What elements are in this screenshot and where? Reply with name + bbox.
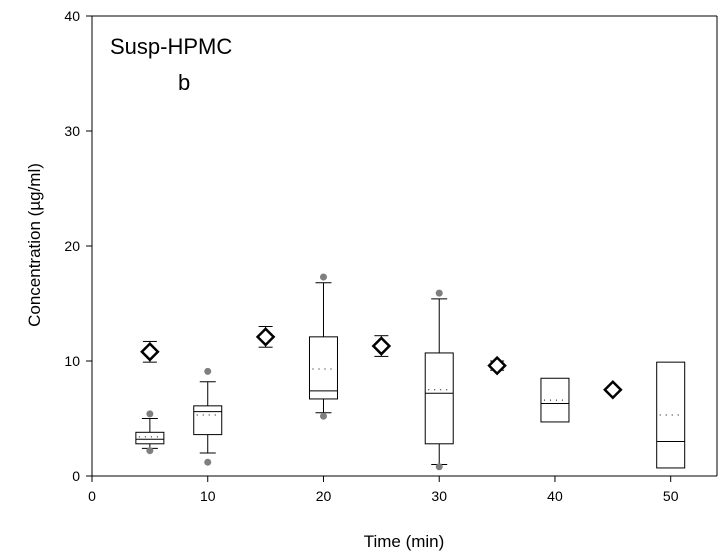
- box-plot-40-min: [540, 377, 570, 423]
- box-plot-20-min: [308, 273, 338, 420]
- box-series: [135, 273, 686, 471]
- mean-point-25-min: [371, 335, 392, 357]
- box-iqr: [135, 431, 165, 445]
- plot-axes: [91, 15, 718, 477]
- diamond-marker: [371, 336, 392, 356]
- x-tick-label: 30: [431, 488, 447, 504]
- chart-labels: Susp-HPMC b Time (min) Concentration (µg…: [25, 34, 444, 551]
- chart-title: Susp-HPMC: [110, 34, 232, 59]
- mean-point-15-min: [255, 326, 276, 348]
- mean-point-5-min: [140, 340, 160, 363]
- y-tick-label: 10: [64, 353, 80, 369]
- y-tick-label: 30: [64, 123, 80, 139]
- box-plot-10-min: [193, 367, 223, 466]
- x-tick-label: 0: [88, 488, 96, 504]
- x-tick-label: 10: [200, 488, 216, 504]
- outlier-point: [146, 447, 154, 455]
- box-plot-30-min: [424, 289, 454, 471]
- outlier-point: [319, 273, 327, 281]
- box-iqr: [193, 405, 223, 436]
- y-tick-label: 0: [72, 468, 80, 484]
- box-plot-50-min: [656, 361, 686, 469]
- x-axis-title: Time (min): [364, 532, 445, 551]
- box-iqr: [424, 352, 454, 445]
- diamond-marker: [255, 327, 276, 347]
- box-plot-5-min: [135, 410, 165, 455]
- y-tick-label: 20: [64, 238, 80, 254]
- outlier-point: [435, 289, 443, 297]
- outlier-point: [319, 412, 327, 420]
- box-iqr: [308, 336, 338, 400]
- mean-point-45-min: [603, 379, 623, 400]
- outlier-point: [204, 367, 212, 375]
- axis-ticks: 0 10 20 30 40 50 0 10 20 30 40: [64, 8, 678, 504]
- panel-letter-label: b: [178, 70, 190, 95]
- x-tick-label: 20: [316, 488, 332, 504]
- mean-points-series: [140, 326, 623, 400]
- outlier-point: [146, 410, 154, 418]
- y-axis-title: Concentration (µg/ml): [25, 163, 44, 327]
- box-iqr: [540, 377, 570, 423]
- outlier-point: [204, 458, 212, 466]
- diamond-marker: [487, 355, 507, 376]
- diamond-marker: [603, 379, 623, 400]
- x-tick-label: 40: [547, 488, 563, 504]
- x-tick-label: 50: [663, 488, 679, 504]
- diamond-marker: [140, 342, 160, 362]
- y-tick-label: 40: [64, 8, 80, 24]
- mean-point-35-min: [487, 355, 507, 376]
- outlier-point: [435, 463, 443, 471]
- box-iqr: [656, 361, 686, 469]
